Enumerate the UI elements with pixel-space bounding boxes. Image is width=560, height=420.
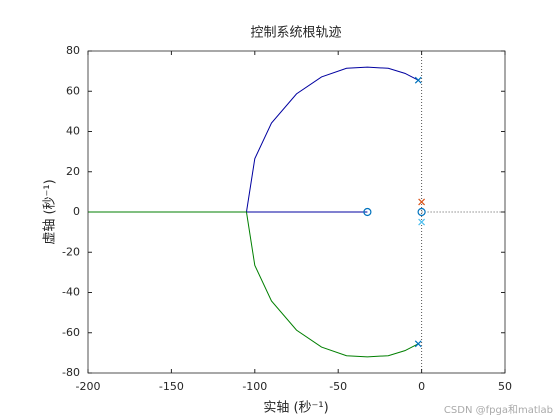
x-tick-label: -50 (329, 380, 347, 393)
locus-branch (245, 66, 419, 213)
locus-branch (88, 211, 419, 358)
watermark: CSDN @fpga和matlab (444, 404, 553, 416)
y-tick-label: 40 (66, 125, 80, 138)
pole-marker (414, 340, 422, 348)
x-tick-label: 0 (418, 380, 425, 393)
x-tick-label: -200 (76, 380, 101, 393)
y-tick-label: -80 (62, 366, 80, 379)
y-tick-label: 60 (66, 84, 80, 97)
pole-marker (418, 218, 426, 226)
pole-marker (414, 76, 422, 84)
x-tick-label: -100 (242, 380, 267, 393)
x-axis-label: 实轴 (秒⁻¹) (263, 401, 328, 416)
zero-marker (417, 207, 426, 217)
y-axis-label: 虚轴 (秒⁻¹) (43, 179, 58, 244)
x-tick-label: -150 (159, 380, 184, 393)
axes-box (87, 50, 506, 374)
chart-title: 控制系统根轨迹 (250, 26, 341, 41)
y-tick-label: -60 (62, 326, 80, 339)
zero-marker (363, 207, 372, 217)
y-tick-label: -40 (62, 286, 80, 299)
y-tick-label: -20 (62, 245, 80, 258)
y-tick-label: 20 (66, 165, 80, 178)
x-tick-label: 50 (498, 380, 512, 393)
y-tick-label: 0 (73, 205, 80, 218)
y-tick-label: 80 (66, 44, 80, 57)
pole-marker (418, 198, 426, 206)
